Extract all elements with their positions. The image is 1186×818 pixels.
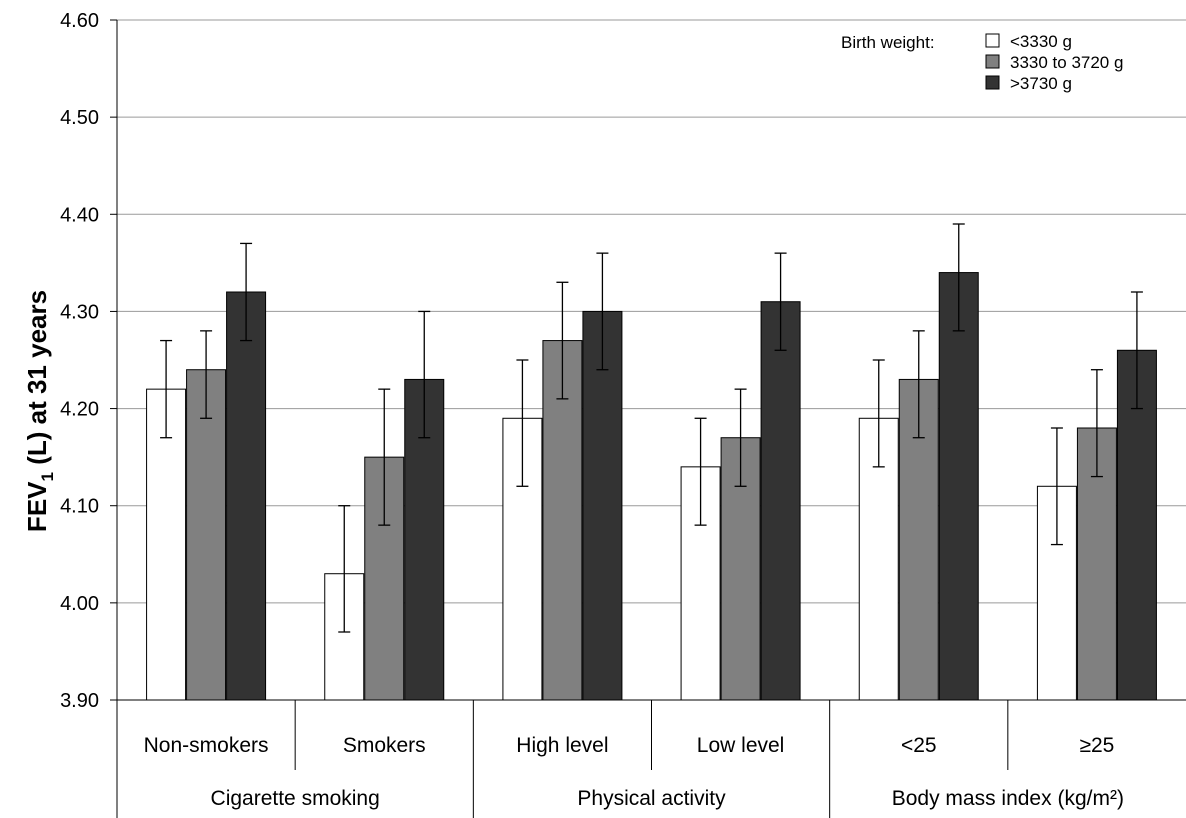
x-category-label: ≥25 xyxy=(1079,734,1114,757)
x-category-label: Non-smokers xyxy=(144,734,269,757)
y-tick-label: 4.60 xyxy=(60,10,99,32)
bar xyxy=(760,301,801,701)
legend-swatch xyxy=(985,75,1000,90)
y-axis-title-subscript: 1 xyxy=(38,472,57,481)
y-tick-labels: 3.90 4.00 4.10 4.20 4.30 4.40 4.50 4.60 xyxy=(60,10,99,712)
y-axis-title-main: FEV xyxy=(22,481,52,532)
y-axis-title-rest: (L) at 31 years xyxy=(22,290,52,472)
y-tick-label: 4.00 xyxy=(60,593,99,615)
y-tick-label: 4.40 xyxy=(60,204,99,226)
y-tick-label: 4.10 xyxy=(60,496,99,518)
y-tick-label: 4.20 xyxy=(60,399,99,421)
legend: Birth weight: <3330 g 3330 to 3720 g >3730… xyxy=(841,32,1123,93)
x-group-label: Physical activity xyxy=(577,787,726,810)
legend-label: 3330 to 3720 g xyxy=(1010,53,1123,72)
bar xyxy=(938,272,979,701)
legend-title: Birth weight: xyxy=(841,33,935,52)
x-category-labels: Non-smokers Smokers High level Low level <25… xyxy=(144,734,1124,810)
legend-label: <3330 g xyxy=(1010,32,1072,51)
gridlines xyxy=(117,19,1186,604)
x-category-label: Smokers xyxy=(343,734,426,757)
bar xyxy=(542,340,583,701)
bar xyxy=(582,310,623,701)
bars xyxy=(146,272,1157,701)
x-group-label: Cigarette smoking xyxy=(211,787,380,810)
legend-label: >3730 g xyxy=(1010,74,1072,93)
x-group-label: Body mass index (kg/m²) xyxy=(892,787,1124,810)
y-tick-label: 4.50 xyxy=(60,107,99,129)
x-category-label: <25 xyxy=(901,734,937,757)
error-bars xyxy=(160,223,1143,633)
legend-swatch xyxy=(985,54,1000,69)
bar xyxy=(226,291,267,701)
bar xyxy=(186,369,227,701)
y-tick-label: 3.90 xyxy=(60,690,99,712)
y-axis-title: FEV1 (L) at 31 years xyxy=(22,290,57,532)
legend-swatch xyxy=(985,33,1000,48)
bar xyxy=(680,466,721,701)
y-tick-label: 4.30 xyxy=(60,301,99,323)
x-category-label: High level xyxy=(516,734,608,757)
axes xyxy=(110,19,1186,818)
x-category-label: Low level xyxy=(697,734,785,757)
